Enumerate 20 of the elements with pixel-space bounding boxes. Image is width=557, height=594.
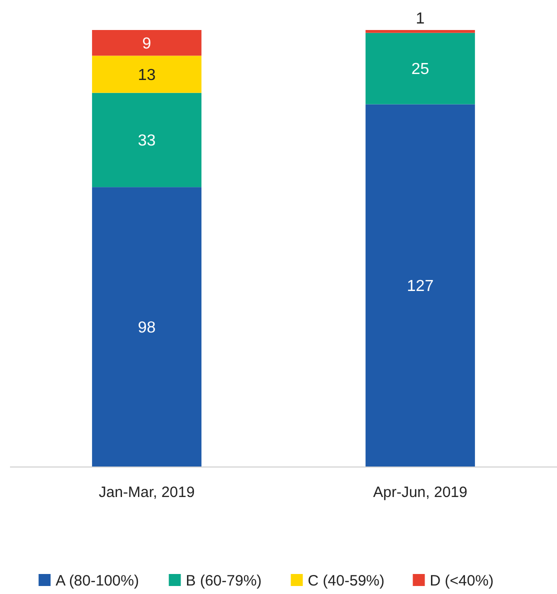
bar	[366, 104, 475, 467]
data-label: 9	[142, 35, 152, 52]
data-label: 13	[138, 66, 156, 84]
bar	[366, 32, 475, 104]
x-tick-label: Jan-Mar, 2019	[98, 484, 195, 501]
data-label: 1	[416, 10, 425, 28]
legend-label: A (80-100%)	[56, 572, 139, 590]
legend-label: D (<40%)	[430, 572, 494, 590]
legend-label: B (60-79%)	[186, 572, 262, 590]
bar	[92, 92, 202, 188]
legend-label: C (40-59%)	[308, 572, 385, 590]
bar	[92, 187, 202, 467]
data-label: 33	[138, 132, 156, 150]
bar	[92, 30, 202, 56]
x-tick-label: Apr-Jun, 2019	[373, 484, 468, 501]
data-label: 127	[406, 278, 434, 296]
bar	[92, 56, 202, 93]
bar	[366, 30, 475, 33]
data-label: 25	[411, 61, 430, 78]
data-label: 98	[138, 320, 156, 337]
